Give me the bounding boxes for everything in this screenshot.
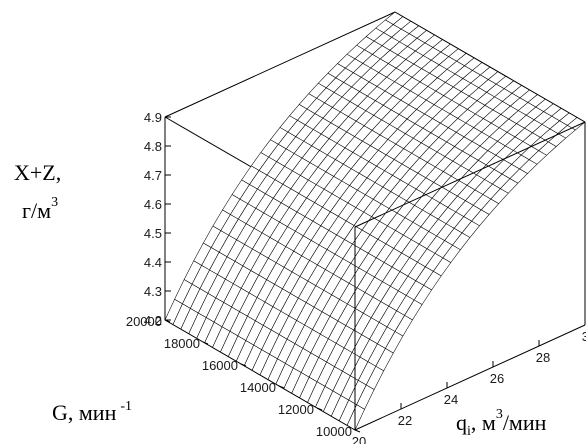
y-tick-mark — [202, 341, 209, 345]
box-edge-right-top — [394, 11, 586, 123]
y-tick-mark — [316, 407, 323, 411]
y-tick-mark — [240, 363, 247, 367]
y-tick-mark — [354, 429, 361, 433]
y-tick-label: 14000 — [240, 380, 276, 395]
z-tick-label: 4.9 — [144, 110, 162, 125]
z-axis-label-unit: г/м — [22, 198, 51, 223]
x-tick-label: 30 — [582, 329, 586, 344]
z-tick-label: 4.3 — [144, 284, 162, 299]
x-axis-label-main: q — [456, 410, 467, 435]
box-edge-back-top — [164, 11, 396, 118]
y-tick-label: 16000 — [202, 358, 238, 373]
z-axis-label-line2: г/м3 — [22, 195, 58, 223]
z-axis-ticks: 4.2 4.3 4.4 4.5 4.6 4.7 4.8 4.9 — [144, 110, 171, 328]
z-axis-label-sup: 3 — [51, 195, 58, 210]
x-tick-label: 20 — [352, 434, 366, 444]
z-tick-label: 4.2 — [144, 313, 162, 328]
x-tick-label: 28 — [536, 350, 550, 365]
x-axis-label: qi, м3/мин — [456, 407, 547, 439]
y-axis-label-sup: -1 — [120, 399, 132, 414]
z-tick-label: 4.6 — [144, 197, 162, 212]
y-axis-label-main: G, мин — [52, 400, 117, 425]
z-tick-label: 4.5 — [144, 226, 162, 241]
y-tick-mark — [164, 319, 171, 323]
x-tick-label: 22 — [398, 413, 412, 428]
x-tick-label: 26 — [490, 371, 504, 386]
box-edge-front-bottom — [354, 324, 586, 431]
y-tick-label: 12000 — [278, 402, 314, 417]
surface-mesh — [164, 11, 586, 431]
z-tick-label: 4.7 — [144, 168, 162, 183]
y-tick-mark — [278, 385, 285, 389]
y-tick-label: 20000 — [126, 314, 162, 329]
z-tick-label: 4.8 — [144, 139, 162, 154]
x-axis-label-unit-b: /мин — [503, 410, 547, 435]
x-axis-ticks: 20 22 24 26 28 30 — [352, 319, 586, 444]
box-edge-left-bottom — [164, 319, 356, 431]
x-axis-label-unit-a: , м — [471, 410, 496, 435]
x-axis-label-sub: i — [467, 424, 471, 439]
y-axis-label: G, мин -1 — [52, 399, 132, 425]
z-axis-label-line1: X+Z, — [14, 160, 61, 185]
y-tick-label: 10000 — [316, 424, 352, 439]
x-tick-label: 24 — [444, 392, 458, 407]
x-axis-label-unit-sup: 3 — [496, 407, 503, 422]
box-edge-front-top — [354, 121, 586, 228]
z-tick-label: 4.4 — [144, 255, 162, 270]
bounding-box-front — [164, 11, 586, 431]
y-tick-label: 18000 — [164, 336, 200, 351]
